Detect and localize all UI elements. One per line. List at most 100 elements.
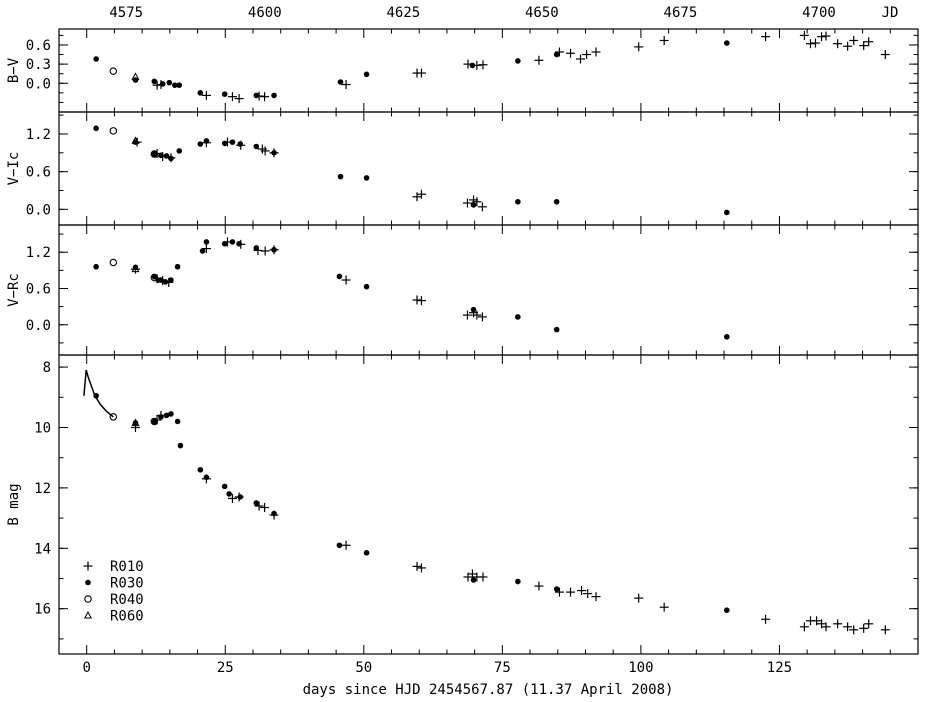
panel-1: 0.6 0.3 0.0B−V (6, 28, 919, 113)
data-point-dot (221, 483, 228, 490)
data-point-plus (201, 474, 211, 484)
dot (253, 500, 260, 506)
data-point-dot (197, 141, 204, 147)
data-point-dot (151, 78, 158, 85)
data-point-plus (201, 90, 211, 100)
dot (553, 326, 560, 333)
data-point-plus (833, 39, 843, 49)
legend-label: R030 (110, 576, 144, 592)
data-point-plus (132, 137, 142, 147)
y-tick-label: 8 (43, 360, 51, 376)
data-point-dot (363, 550, 370, 556)
bottom-axis-labels: 0 25 50 75 100 125 (82, 660, 792, 676)
data-point-plus (534, 55, 544, 65)
data-point-dot (515, 198, 521, 205)
data-point-circle (84, 595, 92, 603)
data-point-plus (166, 153, 176, 163)
dot (162, 279, 169, 285)
dot (172, 82, 178, 88)
legend-label: R010 (110, 559, 144, 575)
data-point-plus (659, 602, 669, 612)
data-point-plus (477, 202, 487, 212)
dot (197, 90, 204, 96)
data-point-plus (821, 31, 831, 41)
data-point-plus (880, 50, 890, 60)
data-point-plus (478, 572, 488, 582)
dot (151, 78, 158, 85)
series-circle (109, 258, 159, 282)
series-plus (130, 410, 890, 635)
data-point-plus (152, 148, 162, 158)
dot (336, 542, 343, 549)
data-point-plus (478, 60, 488, 70)
y-tick-label: 0.0 (26, 76, 51, 92)
data-point-dot (151, 151, 158, 157)
data-point-plus (462, 198, 472, 208)
legend-label: R060 (110, 609, 144, 625)
data-point-dot (197, 90, 204, 96)
data-point-plus (812, 616, 822, 626)
data-point-dot (229, 239, 236, 245)
dot (168, 277, 174, 283)
y-tick-label: 10 (34, 420, 51, 436)
data-point-plus (260, 246, 270, 256)
data-point-plus (463, 59, 473, 69)
data-point-plus (236, 239, 246, 249)
y-tick-label: 16 (34, 602, 51, 618)
data-point-plus (477, 312, 487, 322)
dot (724, 334, 730, 340)
dot (174, 418, 181, 425)
x-tick-label: 125 (767, 660, 792, 676)
dot (166, 79, 173, 86)
y-tick-label: 0.6 (26, 165, 51, 181)
dot (253, 143, 260, 150)
data-point-plus (416, 563, 426, 573)
data-point-dot (470, 202, 477, 208)
data-point-dot (724, 334, 730, 340)
x-tick-label: 25 (217, 660, 234, 676)
data-point-dot (363, 175, 370, 181)
data-point-dot (174, 263, 181, 270)
data-point-plus (269, 245, 279, 255)
data-point-dot (163, 412, 170, 419)
dot (515, 314, 521, 320)
data-point-plus (412, 561, 422, 571)
data-point-plus (582, 50, 592, 60)
data-point-dot (229, 139, 236, 145)
data-point-plus (577, 586, 587, 596)
open-circle (109, 127, 118, 135)
dot (93, 125, 99, 132)
panel-frame (58, 354, 919, 655)
data-point-plus (164, 277, 174, 287)
data-point-plus (864, 37, 874, 47)
y-tick-label: 1.2 (26, 127, 51, 143)
data-point-plus (227, 92, 237, 102)
data-point-dot (253, 500, 260, 506)
dot (168, 411, 174, 417)
data-point-plus (83, 561, 93, 571)
series-plus (132, 137, 487, 212)
data-point-plus (591, 592, 601, 602)
data-point-plus (158, 152, 168, 162)
data-point-circle (109, 67, 118, 75)
dot (163, 412, 170, 419)
data-point-plus (269, 510, 279, 520)
data-point-dot (176, 82, 183, 88)
y-tick-label: 0.0 (26, 318, 51, 334)
data-point-dot (515, 578, 521, 585)
dot (337, 79, 344, 85)
data-point-plus (799, 622, 809, 632)
x-tick-label: 75 (494, 660, 511, 676)
data-point-plus (554, 587, 564, 597)
data-point-plus (156, 410, 166, 420)
data-point-plus (341, 275, 351, 285)
data-point-plus (805, 39, 815, 49)
data-point-plus (260, 503, 270, 513)
data-point-dot (363, 283, 370, 290)
data-point-plus (201, 244, 211, 254)
data-point-plus (158, 276, 168, 286)
data-point-dot (553, 51, 560, 58)
dot (93, 56, 99, 62)
data-point-dot (85, 579, 91, 586)
